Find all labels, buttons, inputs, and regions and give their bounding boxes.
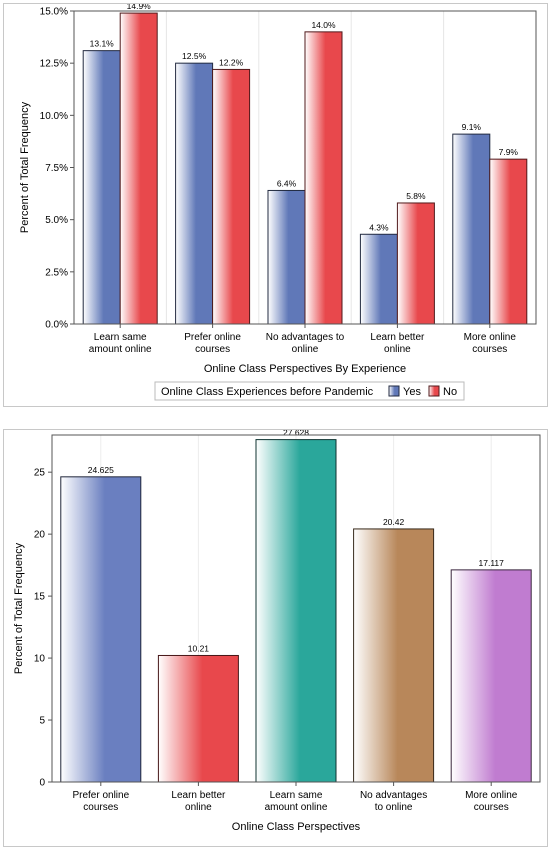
bar-yes (359, 233, 398, 325)
x-tick-label: Learn same (270, 790, 323, 801)
x-tick-label: amount online (265, 802, 328, 813)
bar (157, 654, 239, 783)
data-label: 9.1% (462, 122, 482, 132)
data-label: 6.4% (277, 178, 297, 188)
y-tick-label: 10 (34, 654, 46, 665)
legend-swatch-no (428, 385, 440, 397)
x-tick-label: online (292, 344, 319, 355)
bar-no (212, 68, 251, 325)
x-tick-label: courses (474, 802, 509, 813)
bar (353, 528, 435, 783)
data-label: 10.21 (188, 643, 210, 653)
x-tick-label: No advantages to (266, 332, 345, 343)
y-tick-label: 25 (34, 468, 46, 479)
data-label: 4.3% (369, 222, 389, 232)
x-tick-label: Prefer online (184, 332, 241, 343)
x-tick-label: More online (465, 790, 518, 801)
x-axis-label: Online Class Perspectives By Experience (204, 363, 406, 375)
x-tick-label: Learn same (94, 332, 147, 343)
data-label: 27.628 (283, 430, 309, 438)
bar-no (396, 202, 435, 325)
x-tick-label: courses (195, 344, 230, 355)
bar (450, 569, 532, 783)
x-tick-label: No advantages (360, 790, 427, 801)
y-tick-label: 10.0% (40, 111, 68, 122)
y-tick-label: 15.0% (40, 7, 68, 18)
x-tick-label: Learn better (171, 790, 226, 801)
x-tick-label: courses (472, 344, 507, 355)
data-label: 7.9% (499, 147, 519, 157)
y-tick-label: 2.5% (45, 267, 68, 278)
data-label: 24.625 (88, 465, 114, 475)
y-tick-label: 20 (34, 530, 46, 541)
y-tick-label: 0 (39, 778, 45, 789)
y-tick-label: 12.5% (40, 59, 68, 70)
grouped-bar-chart-panel: 0.0% 2.5% 5.0% 7.5% 10.0% 12.5% 15.0% 13.1% 14.9… (3, 3, 548, 407)
plot-frame (73, 10, 537, 325)
y-tick-label: 5 (39, 716, 45, 727)
x-tick-label: Prefer online (72, 790, 129, 801)
x-tick-label: to online (375, 802, 413, 813)
x-axis-label: Online Class Perspectives (232, 821, 361, 833)
x-tick-label: More online (464, 332, 517, 343)
bar-yes (452, 133, 491, 325)
data-label: 14.0% (311, 20, 336, 30)
legend-swatch-yes (388, 385, 400, 397)
bar (255, 439, 337, 783)
y-axis-label: Percent of Total Frequency (13, 542, 25, 674)
data-label: 14.9% (127, 4, 152, 11)
legend: Online Class Experiences before Pandemic… (154, 381, 465, 401)
x-tick-label: online (384, 344, 411, 355)
plot-frame (51, 434, 541, 783)
y-tick-label: 5.0% (45, 215, 68, 226)
single-bar-chart-panel: 0 5 10 15 20 25 24.625 Prefer online courses 10.2… (3, 429, 548, 847)
y-tick-label: 0.0% (45, 320, 68, 331)
bar-no (119, 12, 158, 325)
bar-no (489, 158, 528, 325)
bar (60, 476, 142, 783)
legend-label-no: No (443, 386, 457, 398)
x-tick-label: Learn better (370, 332, 425, 343)
legend-box (154, 381, 465, 401)
x-tick-label: amount online (89, 344, 152, 355)
grouped-bar-chart: 0.0% 2.5% 5.0% 7.5% 10.0% 12.5% 15.0% 13.1% 14.9… (19, 4, 537, 401)
y-tick-label: 15 (34, 592, 46, 603)
bar-yes (175, 62, 214, 325)
legend-title: Online Class Experiences before Pandemic (161, 386, 374, 398)
legend-label-yes: Yes (403, 386, 421, 398)
x-tick-label: online (185, 802, 212, 813)
data-label: 12.5% (182, 51, 207, 61)
data-label: 12.2% (219, 57, 244, 67)
data-label: 13.1% (90, 39, 115, 49)
data-label: 17.117 (479, 558, 505, 568)
data-label: 5.8% (406, 191, 426, 201)
x-tick-label: courses (83, 802, 118, 813)
y-axis-label: Percent of Total Frequency (19, 101, 31, 233)
bar-yes (82, 50, 121, 325)
y-tick-label: 7.5% (45, 163, 68, 174)
data-label: 20.42 (383, 517, 405, 527)
bar-yes (267, 189, 306, 325)
bar-no (304, 31, 343, 325)
